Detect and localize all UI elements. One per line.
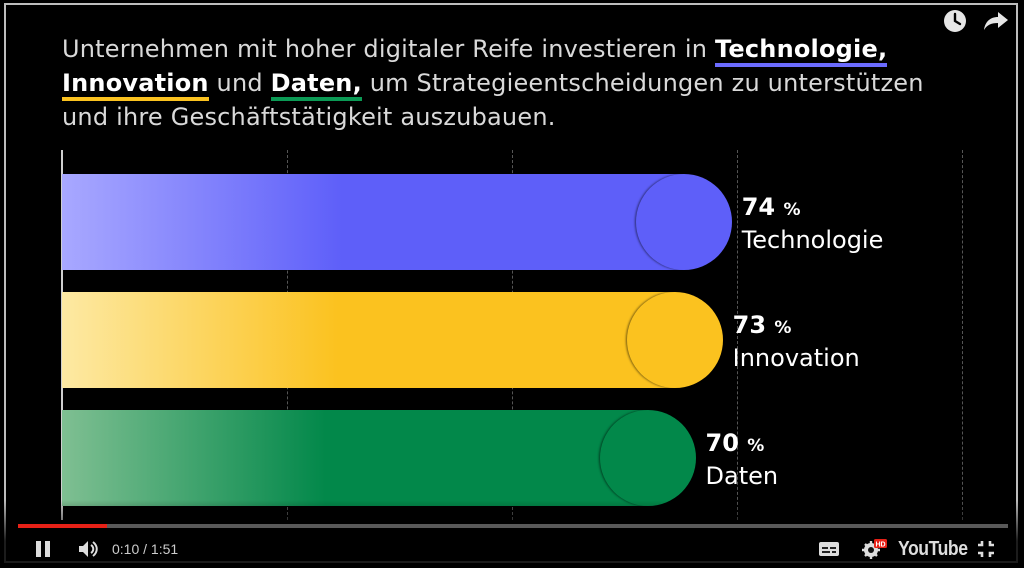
title-part-3: um Strategieentscheidungen zu unterstütz… xyxy=(62,69,924,131)
bar-end-circle xyxy=(635,174,732,270)
bar-value-label: 73 % xyxy=(732,311,792,339)
time-display: 0:10 / 1:51 xyxy=(112,541,179,557)
bar-label: 70 % Daten xyxy=(706,428,779,491)
bar-value-unit: % xyxy=(774,318,792,338)
title-highlight-innovation: Innovation xyxy=(62,69,209,101)
control-bar xyxy=(0,500,1024,568)
captions-icon[interactable] xyxy=(818,541,840,561)
chart-title: Unternehmen mit hoher digitaler Reife in… xyxy=(62,32,942,134)
title-highlight-technologie: Technologie, xyxy=(715,35,888,67)
watch-later-icon[interactable] xyxy=(942,8,968,38)
pause-icon[interactable] xyxy=(34,540,52,562)
top-actions xyxy=(942,8,1010,38)
title-highlight-daten: Daten, xyxy=(270,69,362,101)
bar-label: 73 % Innovation xyxy=(733,310,860,373)
share-icon[interactable] xyxy=(982,8,1010,38)
volume-icon[interactable] xyxy=(77,539,101,563)
bar-end-circle xyxy=(599,410,696,506)
bar-value-unit: % xyxy=(747,436,765,456)
exit-fullscreen-icon[interactable] xyxy=(976,540,996,562)
title-part-2: und xyxy=(208,69,271,97)
gridline xyxy=(962,150,963,520)
progress-fill xyxy=(18,524,108,528)
progress-bar[interactable] xyxy=(18,524,1008,528)
bar-category-label: Daten xyxy=(705,462,779,490)
bar-daten xyxy=(62,410,648,506)
bar-category-label: Innovation xyxy=(732,344,860,372)
bar-technologie xyxy=(62,174,684,270)
bar-value-unit: % xyxy=(783,200,801,220)
hd-badge: HD xyxy=(875,542,885,549)
settings-icon[interactable]: HD xyxy=(860,538,888,564)
bar-value-label: 70 % xyxy=(705,429,765,457)
bar-innovation xyxy=(62,292,675,388)
bar-value-label: 74 % xyxy=(741,193,801,221)
bar-end-circle xyxy=(626,292,723,388)
bar-label: 74 % Technologie xyxy=(742,192,884,255)
gridline xyxy=(737,150,738,520)
title-part-1: Unternehmen mit hoher digitaler Reife in… xyxy=(62,35,715,63)
bar-category-label: Technologie xyxy=(741,226,884,254)
youtube-logo[interactable]: YouTube xyxy=(898,538,968,560)
